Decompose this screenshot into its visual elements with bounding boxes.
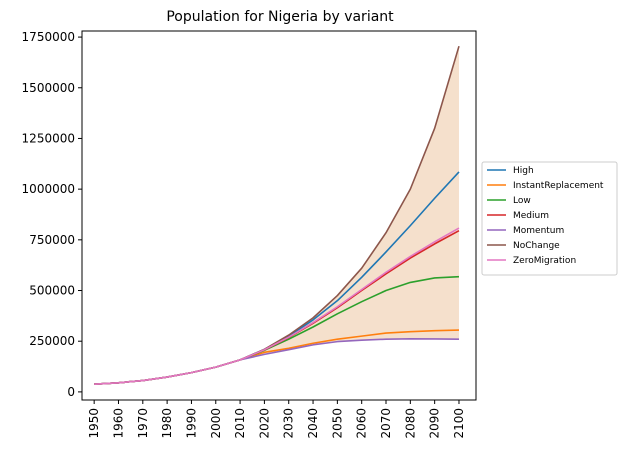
x-tick-label: 2010 xyxy=(233,408,247,439)
x-tick-label: 1970 xyxy=(136,408,150,439)
x-tick-label: 1980 xyxy=(160,408,174,439)
legend-label-low: Low xyxy=(513,196,531,206)
legend-box xyxy=(481,161,618,276)
legend-label-medium: Medium xyxy=(513,211,549,221)
legend-label-zeromigration: ZeroMigration xyxy=(513,256,576,266)
legend: High InstantReplacement Low Medium Momentum N… xyxy=(481,161,618,276)
series-layer xyxy=(94,45,460,385)
y-tick-label: 1750000 xyxy=(22,30,75,44)
y-tick-label: 250000 xyxy=(29,334,75,348)
x-tick-label: 2080 xyxy=(403,408,417,439)
y-tick-label: 0 xyxy=(67,385,75,399)
x-tick-label: 1990 xyxy=(184,408,198,439)
x-tick-label: 2050 xyxy=(330,408,344,439)
y-tick-label: 1500000 xyxy=(22,81,75,95)
plot-frame xyxy=(81,30,477,401)
x-tick-label: 2020 xyxy=(257,408,271,439)
axes-layer: 0 250000 500000 750000 1000000 1250000 1500000… xyxy=(22,30,477,439)
x-tick-label: 2060 xyxy=(355,408,369,439)
y-tick-label: 1250000 xyxy=(22,131,75,145)
series-line-zeromigration xyxy=(94,227,460,385)
x-tick-label: 2070 xyxy=(379,408,393,439)
chart-title: Population for Nigeria by variant xyxy=(166,9,394,25)
x-tick-label: 2030 xyxy=(282,408,296,439)
uncertainty-band-layer xyxy=(94,46,459,385)
legend-label-nochange: NoChange xyxy=(513,241,560,251)
y-tick-label: 500000 xyxy=(29,284,75,298)
legend-label-momentum: Momentum xyxy=(513,226,564,236)
x-tick-label: 1960 xyxy=(111,408,125,439)
y-tick-label: 1000000 xyxy=(22,182,75,196)
x-tick-label: 2040 xyxy=(306,408,320,439)
y-tick-label: 750000 xyxy=(29,233,75,247)
x-tick-label: 2100 xyxy=(452,408,466,439)
x-tick-label: 1950 xyxy=(87,408,101,439)
uncertainty-band xyxy=(94,46,459,385)
x-tick-label: 2000 xyxy=(209,408,223,439)
x-tick-label: 2090 xyxy=(428,408,442,439)
legend-label-high: High xyxy=(513,166,534,176)
legend-label-instantreplacement: InstantReplacement xyxy=(513,181,604,191)
